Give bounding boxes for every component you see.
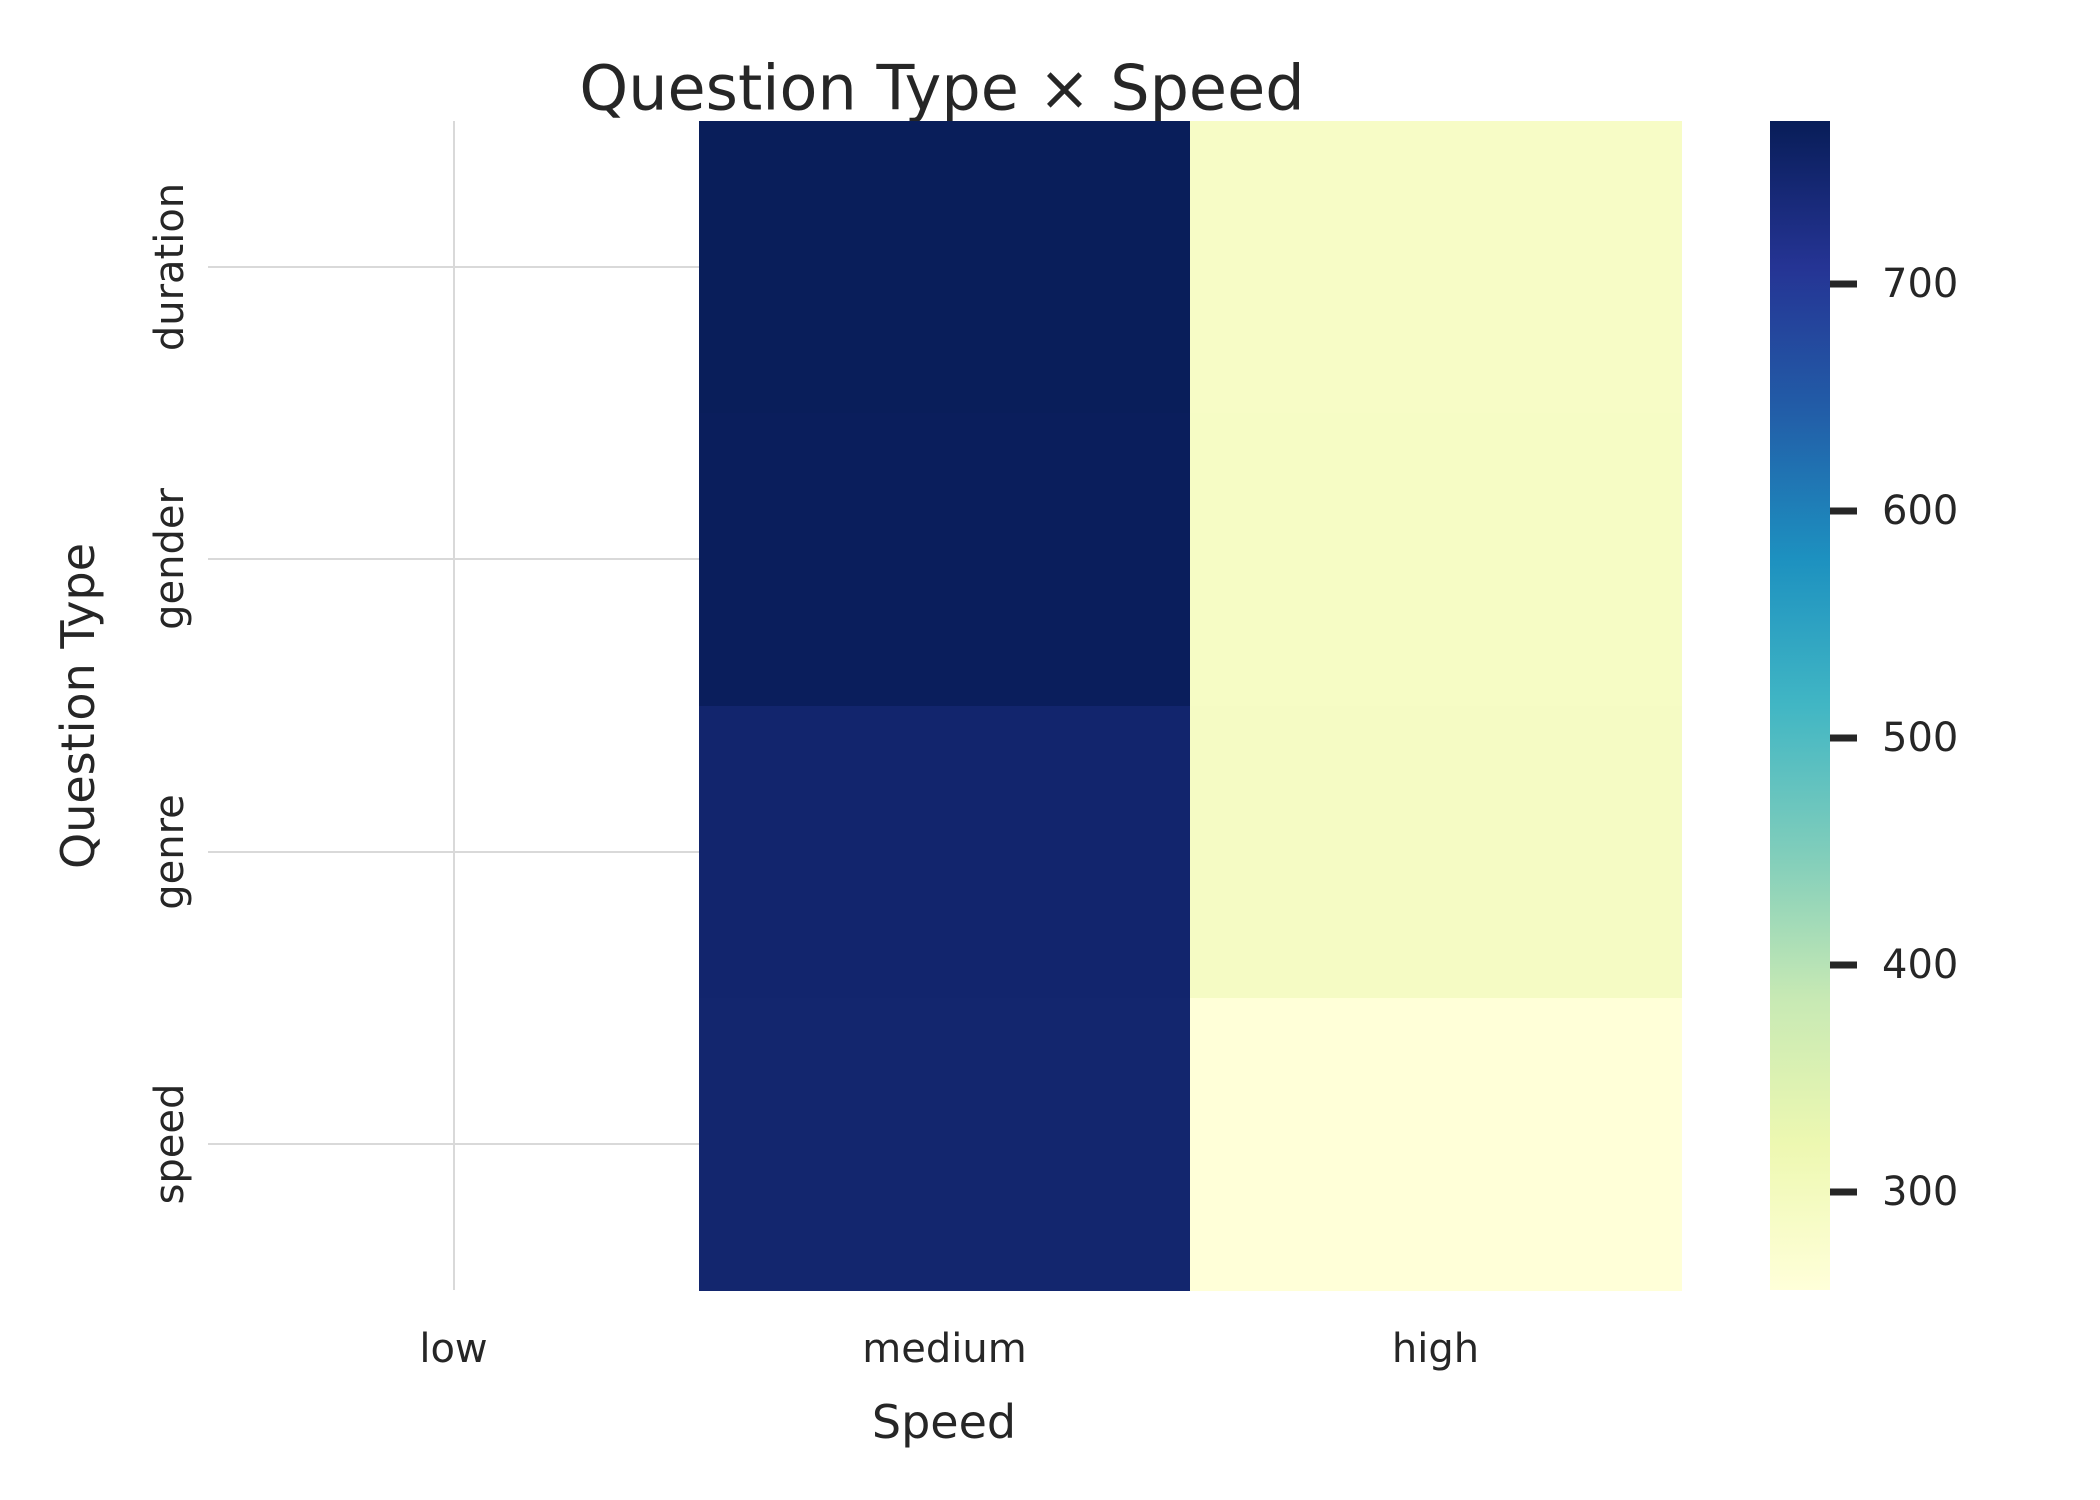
colorbar-tick-label-300: 300 [1882, 1169, 1959, 1216]
y-tick-label-genre: genre [147, 793, 193, 910]
colorbar-tick-label-600: 600 [1882, 488, 1959, 535]
heatmap-cell-duration-high [1190, 121, 1682, 414]
x-axis-label: Speed [871, 1395, 1017, 1449]
colorbar-tick-mark [1830, 961, 1857, 969]
colorbar-tick-label-400: 400 [1882, 942, 1959, 989]
heatmap-cell-speed-high [1190, 997, 1682, 1291]
heatmap-cell-duration-medium [699, 121, 1191, 414]
x-tick-label-high: high [1391, 1326, 1480, 1372]
colorbar [1770, 121, 1830, 1290]
colorbar-tick-mark [1830, 507, 1857, 515]
colorbar-tick-mark [1830, 1188, 1857, 1196]
heatmap-cell-speed-medium [699, 997, 1191, 1291]
y-tick-label-duration: duration [147, 182, 193, 352]
colorbar-tick-mark [1830, 280, 1857, 288]
heatmap-cell-gender-high [1190, 413, 1682, 706]
x-tick-label-low: low [419, 1326, 488, 1372]
colorbar-tick-label-500: 500 [1882, 715, 1959, 762]
y-axis-label: Question Type [51, 542, 105, 870]
heatmap-cell-gender-medium [699, 413, 1191, 706]
colorbar-tick-label-700: 700 [1882, 261, 1959, 308]
heatmap-cell-genre-high [1190, 705, 1682, 999]
y-tick-label-speed: speed [147, 1083, 193, 1205]
gridline-vertical [452, 121, 455, 1290]
chart-title: Question Type × Speed [579, 51, 1305, 125]
x-tick-label-medium: medium [862, 1326, 1027, 1372]
heatmap-cell-genre-medium [699, 705, 1191, 999]
colorbar-tick-mark [1830, 734, 1857, 742]
plot-area [208, 121, 1682, 1291]
y-tick-label-gender: gender [147, 488, 193, 631]
